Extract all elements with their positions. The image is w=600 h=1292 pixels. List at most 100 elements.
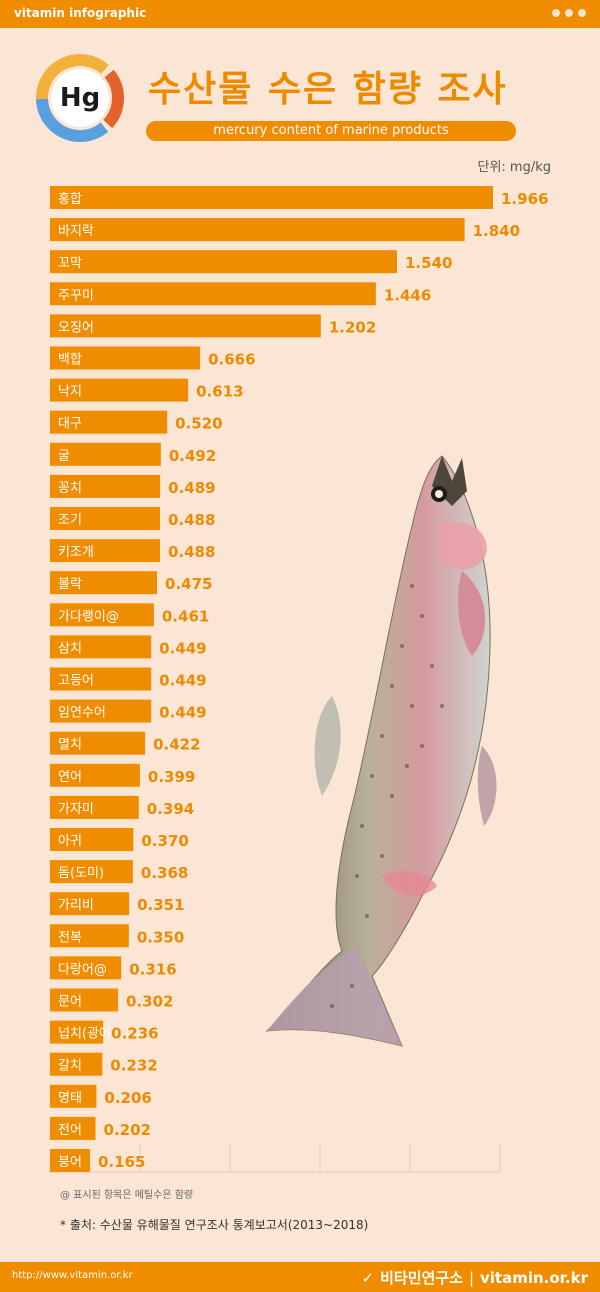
bar <box>50 635 152 659</box>
page-title: 수산물 수은 함량 조사 <box>148 69 508 110</box>
bar-category-label: 오징어 <box>58 320 94 335</box>
hg-badge-ring <box>36 54 124 142</box>
bar-category-label: 넙치(광어) <box>58 1027 116 1042</box>
bar-category-label: 홍합 <box>58 192 82 207</box>
bar-value-label: 0.202 <box>104 1121 151 1139</box>
bar <box>50 410 168 434</box>
bar <box>50 571 158 595</box>
bar-value-label: 0.422 <box>153 736 200 754</box>
bar-value-label: 0.232 <box>110 1057 157 1075</box>
bar-value-label: 0.449 <box>159 672 206 690</box>
bar-category-label: 문어 <box>58 995 82 1010</box>
bar-value-label: 0.370 <box>141 832 188 850</box>
bar-category-label: 전어 <box>58 1123 82 1138</box>
bar <box>50 763 140 787</box>
bar-category-label: 임연수어 <box>58 706 106 721</box>
bar-category-label: 돔(도미) <box>58 866 104 881</box>
bar-category-label: 굴 <box>58 449 70 464</box>
bar-category-label: 대구 <box>58 417 82 432</box>
bar <box>50 667 152 691</box>
bar-value-label: 0.613 <box>196 383 243 401</box>
bar <box>50 731 146 755</box>
bar-category-label: 명태 <box>58 1091 82 1106</box>
bar-value-label: 0.449 <box>159 639 206 657</box>
bar-category-label: 연어 <box>58 770 82 785</box>
hg-symbol: Hg <box>59 83 101 113</box>
bar-category-label: 가리비 <box>58 898 94 913</box>
bar-value-label: 0.461 <box>162 607 209 625</box>
footer-org: 비타민연구소 <box>380 1269 463 1287</box>
bar-category-label: 가자미 <box>58 802 94 817</box>
bar-value-label: 0.489 <box>168 479 215 497</box>
bar <box>50 314 321 338</box>
footer-site[interactable]: vitamin.or.kr <box>480 1268 588 1287</box>
window-dots <box>552 9 586 17</box>
bar-value-label: 0.236 <box>111 1025 158 1043</box>
bar-category-label: 꼬막 <box>58 256 82 271</box>
bar <box>50 507 160 530</box>
bar-category-label: 전복 <box>58 930 82 945</box>
check-icon: ✓ <box>361 1268 375 1287</box>
footer-url[interactable]: http://www.vitamin.or.kr <box>12 1270 133 1281</box>
bar-category-label: 키조개 <box>58 545 94 560</box>
fish-illustration <box>265 455 497 1047</box>
bar <box>50 218 465 242</box>
bar-value-label: 0.666 <box>208 351 255 369</box>
bar <box>50 442 161 466</box>
bar <box>50 892 130 916</box>
bar-category-label: 가다랭이@ <box>58 609 119 624</box>
bar <box>50 699 152 723</box>
source-note: * 출처: 수산물 유해물질 연구조사 통계보고서(2013~2018) <box>60 1218 369 1232</box>
bar-value-label: 0.350 <box>137 928 184 946</box>
brand-label: vitamin infographic <box>14 6 147 20</box>
bar-value-label: 1.202 <box>329 318 376 336</box>
bar-category-label: 꽁치 <box>58 481 82 496</box>
bar-value-label: 0.488 <box>168 543 215 561</box>
subtitle: mercury content of marine products <box>146 121 516 141</box>
footer-bar: http://www.vitamin.or.kr ✓ 비타민연구소 | vita… <box>0 1262 600 1292</box>
bar <box>50 539 160 563</box>
bar-value-label: 0.399 <box>148 768 195 786</box>
bar <box>50 860 133 884</box>
bar-category-label: 아귀 <box>58 834 82 849</box>
bar-category-label: 바지락 <box>58 224 94 239</box>
bar-category-label: 주꾸미 <box>58 288 94 303</box>
footer-divider: | <box>468 1268 474 1287</box>
bar <box>50 988 119 1012</box>
top-bar: vitamin infographic <box>0 0 600 28</box>
bar-value-label: 0.368 <box>141 864 188 882</box>
bar-value-label: 0.206 <box>104 1089 151 1107</box>
bar <box>50 282 376 306</box>
bar <box>50 1149 90 1172</box>
unit-label: 단위: mg/kg <box>477 160 551 175</box>
bar <box>50 603 154 627</box>
bar-value-label: 0.492 <box>169 447 216 465</box>
bar-value-label: 0.475 <box>165 575 212 593</box>
bar-value-label: 0.316 <box>129 960 176 978</box>
bar <box>50 346 201 370</box>
bar-value-label: 0.488 <box>168 511 215 529</box>
bar-category-label: 낙지 <box>58 385 82 400</box>
bar-category-label: 삼치 <box>58 641 82 656</box>
bar-category-label: 붕어 <box>58 1155 82 1170</box>
bar-value-label: 0.394 <box>147 800 194 818</box>
bar-value-label: 0.302 <box>126 993 173 1011</box>
bar-chart: 홍합 1.966 바지락 1.840 꼬막 1.540 주꾸미 1.446 오징어 1.202 백합… <box>48 186 548 1173</box>
bar-value-label: 0.449 <box>159 704 206 722</box>
bar-category-label: 백합 <box>58 353 82 368</box>
bar <box>50 924 129 948</box>
bar <box>50 1084 97 1108</box>
bar <box>50 474 161 498</box>
bar-category-label: 조기 <box>58 513 82 528</box>
bar-value-label: 0.165 <box>98 1153 145 1171</box>
footer-brand: ✓ 비타민연구소 | vitamin.or.kr <box>362 1267 588 1288</box>
bar <box>50 828 134 851</box>
bar-category-label: 갈치 <box>58 1059 82 1074</box>
bar <box>50 1020 104 1044</box>
bar-value-label: 1.840 <box>473 222 520 240</box>
bar-value-label: 1.540 <box>405 254 452 272</box>
bar <box>50 1052 103 1076</box>
bar <box>50 378 189 402</box>
bar <box>50 1116 96 1140</box>
bar-value-label: 1.966 <box>501 190 548 208</box>
